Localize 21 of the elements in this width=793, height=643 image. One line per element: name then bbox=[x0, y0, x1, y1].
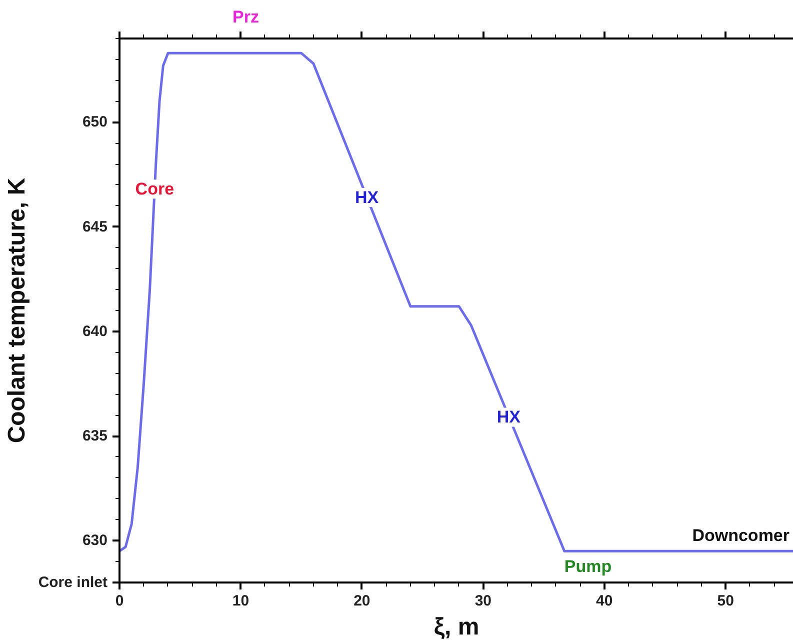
x-tick-label: 30 bbox=[474, 592, 492, 610]
y-axis-title: Coolant temperature, K bbox=[3, 177, 30, 444]
annotation: HX bbox=[354, 188, 380, 208]
y-tick-label: 645 bbox=[82, 218, 108, 236]
text: Prz bbox=[232, 8, 259, 26]
y-tick-label: 640 bbox=[82, 322, 108, 340]
annotation: Downcomer bbox=[692, 526, 790, 546]
line-series bbox=[120, 52, 793, 552]
y-tick-label: Core inlet bbox=[38, 574, 108, 591]
x-tick-label: 20 bbox=[354, 592, 370, 610]
y-tick-label: 630 bbox=[82, 532, 108, 550]
annotation: Pump bbox=[564, 557, 612, 576]
x-axis-title: ξ, m bbox=[434, 614, 480, 640]
x-tick-label: 10 bbox=[232, 592, 250, 610]
x-tick-label: 50 bbox=[717, 592, 734, 610]
annotation: Core bbox=[135, 180, 174, 199]
y-tick-label: 635 bbox=[82, 428, 108, 445]
x-tick-label: 40 bbox=[596, 592, 613, 610]
y-tick-label: 650 bbox=[82, 114, 108, 131]
annotation: HX bbox=[496, 408, 522, 427]
x-tick-label: 0 bbox=[115, 592, 124, 610]
